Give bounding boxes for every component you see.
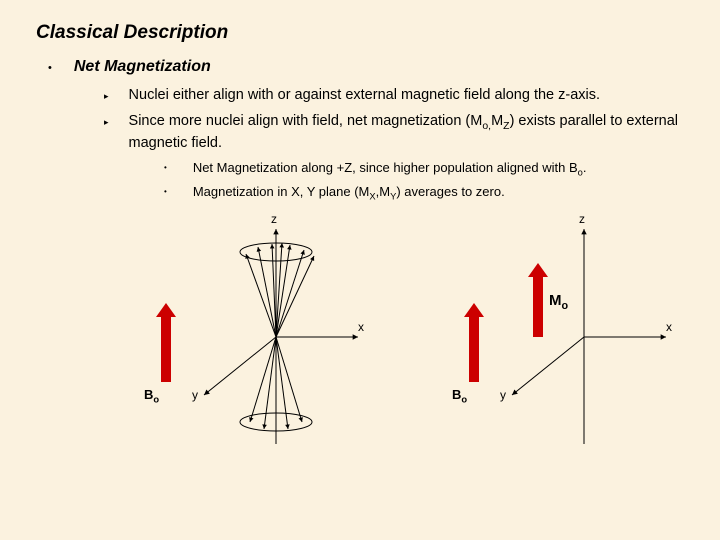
magnetization-diagram	[36, 212, 716, 462]
subpoint-b: • Magnetization in X, Y plane (MX,MY) av…	[164, 183, 684, 203]
bullet-dot-icon: •	[48, 62, 52, 74]
label-bo-right: Bo	[452, 387, 467, 405]
axis-label-z-right: z	[579, 212, 585, 226]
point-a: ▸ Nuclei either align with or against ex…	[104, 86, 684, 106]
axis-label-y-right: y	[500, 388, 506, 402]
point-b-text: Since more nuclei align with field, net …	[129, 112, 684, 154]
bullet-level1: • Net Magnetization	[48, 58, 684, 76]
subpoint-a: • Net Magnetization along +Z, since high…	[164, 159, 684, 179]
axis-label-x-right: x	[666, 320, 672, 334]
label-bo-left: Bo	[144, 387, 159, 405]
heading-net-magnetization: Net Magnetization	[74, 58, 211, 76]
subpoint-b-text: Magnetization in X, Y plane (MX,MY) aver…	[193, 183, 505, 203]
axis-label-x-left: x	[358, 320, 364, 334]
triangle-bullet-icon: ▸	[104, 116, 109, 128]
sub-bullet-dot-icon: •	[164, 187, 167, 198]
triangle-bullet-icon: ▸	[104, 90, 109, 102]
figure-area: z x y Bo z x y Bo Mo	[36, 212, 716, 462]
label-mo: Mo	[549, 292, 568, 312]
sub-bullet-dot-icon: •	[164, 163, 167, 174]
point-b: ▸ Since more nuclei align with field, ne…	[104, 112, 684, 154]
axis-label-z-left: z	[271, 212, 277, 226]
slide-title: Classical Description	[36, 22, 684, 44]
point-a-text: Nuclei either align with or against exte…	[129, 86, 601, 106]
axis-label-y-left: y	[192, 388, 198, 402]
subpoint-a-text: Net Magnetization along +Z, since higher…	[193, 159, 587, 179]
